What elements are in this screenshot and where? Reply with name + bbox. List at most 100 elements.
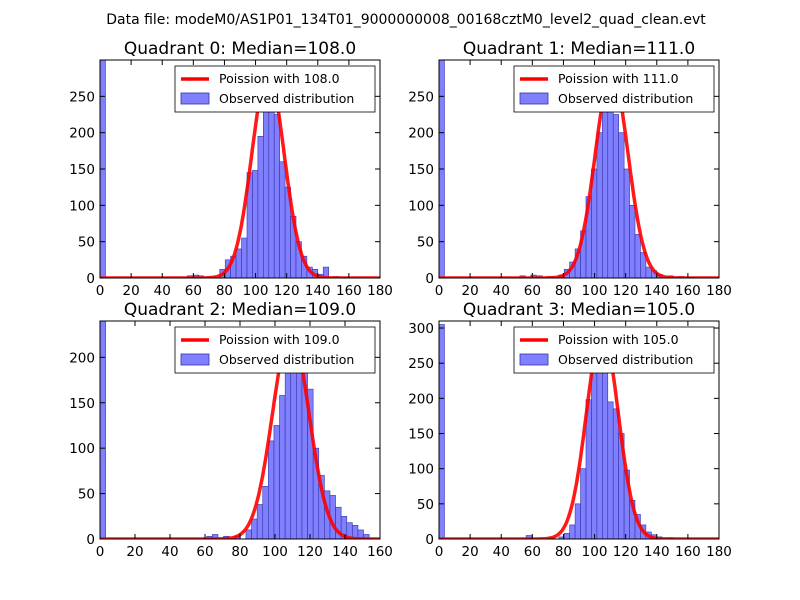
figure-suptitle: Data file: modeM0/AS1P01_134T01_90000000… (106, 12, 706, 28)
subplot-quadrant-1: Quadrant 1: Median=111.0 0 20 40 60 80 100 120… (408, 39, 732, 299)
x-tick-label: 20 (462, 283, 479, 299)
y-tick-label: 200 (69, 126, 95, 142)
x-tick-label: 80 (555, 544, 572, 560)
histogram-bar (322, 266, 329, 278)
x-tick-label: 80 (555, 283, 572, 299)
y-tick-label: 300 (408, 321, 434, 337)
histogram-bar (241, 237, 248, 278)
histogram-bar (629, 205, 636, 278)
x-tick-label: 120 (613, 283, 639, 299)
subplot-quadrant-2: Quadrant 2: Median=109.0 0 20 40 60 80 100 120… (69, 300, 393, 560)
y-tick-label: 200 (408, 126, 434, 142)
histogram-bar (273, 114, 280, 278)
y-tick-label: 200 (69, 350, 95, 366)
histogram-bar (569, 524, 576, 539)
legend-bar-label: Observed distribution (219, 91, 354, 106)
y-tick-label: 200 (408, 391, 434, 407)
histogram-bar (525, 535, 532, 539)
x-tick-label: 20 (123, 283, 140, 299)
histogram-bar (634, 234, 641, 278)
x-tick-label: 40 (493, 283, 510, 299)
x-tick-label: 100 (262, 544, 288, 560)
x-tick-label: 120 (613, 544, 639, 560)
legend-bar-swatch (180, 92, 210, 105)
histogram-bar (252, 170, 259, 278)
histogram-bar (279, 395, 286, 539)
y-tick-label: 150 (408, 162, 434, 178)
subplot-quadrant-0: Quadrant 0: Median=108.0 0 20 40 60 80 100 120… (69, 39, 393, 299)
x-tick-label: 60 (524, 283, 541, 299)
legend: Poission with 108.0 Observed distribution (174, 65, 376, 113)
x-tick-label: 0 (435, 283, 444, 299)
x-tick-label: 100 (243, 283, 269, 299)
histogram-bar (623, 168, 630, 278)
y-tick-label: 250 (408, 89, 434, 105)
histogram-bar (591, 362, 598, 539)
legend-line-label: Poission with 105.0 (558, 332, 679, 347)
legend-bar-label: Observed distribution (558, 91, 693, 106)
histogram-bar (263, 99, 270, 278)
histogram-bar (296, 345, 303, 539)
x-tick-label: 40 (154, 283, 171, 299)
y-tick-label: 100 (408, 462, 434, 478)
histogram-bar (574, 503, 581, 539)
histogram-bar (268, 440, 275, 539)
y-tick-label: 50 (78, 487, 95, 503)
axes-frame (438, 320, 720, 540)
x-tick-label: 60 (196, 544, 213, 560)
x-tick-label: 100 (582, 283, 608, 299)
legend-bar-label: Observed distribution (558, 352, 693, 367)
y-tick-label: 250 (408, 356, 434, 372)
histogram-bar (580, 468, 587, 539)
y-tick-label: 50 (417, 497, 434, 513)
y-tick-label: 250 (69, 89, 95, 105)
y-tick-label: 150 (408, 427, 434, 443)
plot-area (100, 60, 380, 278)
x-tick-label: 0 (96, 544, 105, 560)
x-tick-label: 120 (274, 283, 300, 299)
x-tick-label: 40 (493, 544, 510, 560)
y-tick-label: 100 (408, 198, 434, 214)
legend-bar-swatch (180, 353, 210, 366)
subplot-title: Quadrant 0: Median=108.0 (124, 39, 356, 59)
x-tick-label: 120 (297, 544, 323, 560)
legend: Poission with 111.0 Observed distribution (513, 65, 715, 113)
legend-line-label: Poission with 109.0 (219, 332, 340, 347)
x-tick-label: 20 (462, 544, 479, 560)
y-tick-label: 0 (425, 532, 434, 548)
histogram-bar (245, 529, 252, 539)
x-tick-label: 160 (336, 283, 362, 299)
subplot-quadrant-3: Quadrant 3: Median=105.0 0 20 40 60 80 100 120… (408, 300, 732, 560)
x-tick-label: 80 (231, 544, 248, 560)
x-tick-label: 160 (675, 283, 701, 299)
subplot-title: Quadrant 3: Median=105.0 (463, 300, 695, 320)
x-tick-label: 180 (367, 283, 393, 299)
histogram-bar (257, 136, 264, 278)
x-tick-label: 40 (161, 544, 178, 560)
histogram-bar (251, 518, 258, 539)
y-tick-label: 50 (417, 235, 434, 251)
y-tick-label: 0 (425, 271, 434, 287)
histogram-bar (273, 425, 280, 539)
histogram-bar (607, 401, 614, 539)
x-tick-label: 0 (435, 544, 444, 560)
legend-bar-swatch (519, 92, 549, 105)
histogram-bar (618, 132, 625, 278)
x-tick-label: 180 (706, 283, 732, 299)
histogram-bar (439, 324, 445, 539)
legend-bar-swatch (519, 353, 549, 366)
y-tick-label: 100 (69, 441, 95, 457)
x-tick-label: 160 (675, 544, 701, 560)
histogram-bar (268, 92, 275, 278)
x-tick-label: 140 (644, 544, 670, 560)
y-tick-label: 50 (78, 235, 95, 251)
histogram-bar (284, 357, 292, 539)
y-tick-label: 0 (86, 271, 95, 287)
histogram-bar (262, 486, 269, 539)
legend: Poission with 109.0 Observed distribution (174, 326, 376, 374)
x-tick-label: 160 (367, 544, 393, 560)
histogram-bar (602, 106, 609, 278)
x-tick-label: 180 (706, 544, 732, 560)
y-tick-label: 0 (86, 532, 95, 548)
